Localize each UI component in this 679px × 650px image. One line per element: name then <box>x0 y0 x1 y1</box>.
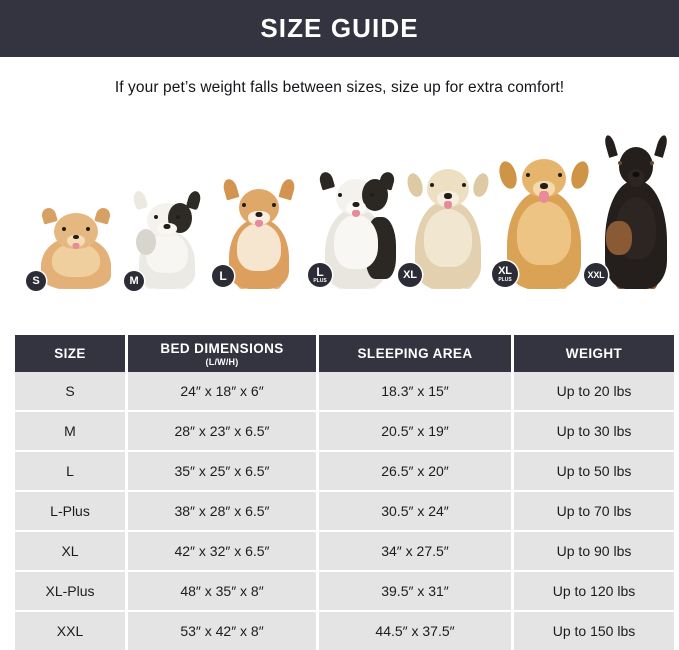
cell-weight: Up to 30 lbs <box>514 412 674 452</box>
size-badge-xl: XL <box>398 263 422 287</box>
table-row: L-Plus 38″ x 28″ x 6.5″ 30.5″ x 24″ Up t… <box>15 492 674 532</box>
cell-weight: Up to 90 lbs <box>514 532 674 572</box>
header-banner: SIZE GUIDE <box>0 0 679 57</box>
size-badge-xl-plus: XL PLUS <box>492 261 518 287</box>
cell-bed-dimensions: 35″ x 25″ x 6.5″ <box>128 452 319 492</box>
cell-bed-dimensions: 42″ x 32″ x 6.5″ <box>128 532 319 572</box>
cell-sleeping-area: 26.5″ x 20″ <box>319 452 514 492</box>
table-row: XL 42″ x 32″ x 6.5″ 34″ x 27.5″ Up to 90… <box>15 532 674 572</box>
cell-bed-dimensions: 28″ x 23″ x 6.5″ <box>128 412 319 452</box>
size-badge-s: S <box>26 271 46 291</box>
dog-figure-s: S <box>26 206 122 291</box>
cell-weight: Up to 120 lbs <box>514 572 674 612</box>
column-header-sublabel: (L/W/H) <box>205 356 239 367</box>
cell-weight: Up to 50 lbs <box>514 452 674 492</box>
cell-weight: Up to 150 lbs <box>514 612 674 650</box>
cell-sleeping-area: 18.3″ x 15″ <box>319 372 514 412</box>
badge-main-label: L <box>219 269 227 283</box>
badge-main-label: L <box>316 265 324 279</box>
cell-size: XL <box>15 532 128 572</box>
badge-main-label: XL <box>403 268 417 281</box>
cell-bed-dimensions: 38″ x 28″ x 6.5″ <box>128 492 319 532</box>
cell-bed-dimensions: 53″ x 42″ x 8″ <box>128 612 319 650</box>
badge-main-label: S <box>32 274 40 287</box>
badge-sub-label: PLUS <box>313 278 327 284</box>
size-guide-table: SIZE BED DIMENSIONS (L/W/H) SLEEPING ARE… <box>15 335 674 650</box>
table-row: XXL 53″ x 42″ x 8″ 44.5″ x 37.5″ Up to 1… <box>15 612 674 650</box>
cell-sleeping-area: 34″ x 27.5″ <box>319 532 514 572</box>
table-header-row: SIZE BED DIMENSIONS (L/W/H) SLEEPING ARE… <box>15 335 674 372</box>
column-header-label: WEIGHT <box>565 346 623 361</box>
column-header-label: BED DIMENSIONS <box>160 340 284 356</box>
cell-size: L-Plus <box>15 492 128 532</box>
cell-size: S <box>15 372 128 412</box>
cell-weight: Up to 20 lbs <box>514 372 674 412</box>
table-row: S 24″ x 18″ x 6″ 18.3″ x 15″ Up to 20 lb… <box>15 372 674 412</box>
cell-bed-dimensions: 24″ x 18″ x 6″ <box>128 372 319 412</box>
cell-sleeping-area: 30.5″ x 24″ <box>319 492 514 532</box>
dog-figure-l-plus: L PLUS <box>308 163 404 289</box>
size-badge-m: M <box>124 271 144 291</box>
badge-sub-label: PLUS <box>498 276 512 283</box>
table-row: L 35″ x 25″ x 6.5″ 26.5″ x 20″ Up to 50 … <box>15 452 674 492</box>
size-badge-l: L <box>212 265 234 287</box>
cell-bed-dimensions: 48″ x 35″ x 8″ <box>128 572 319 612</box>
dog-figure-xl-plus: XL PLUS <box>492 141 596 289</box>
dog-figure-m: M <box>124 189 210 291</box>
subtitle-container: If your pet’s weight falls between sizes… <box>0 57 679 119</box>
cell-size: XL-Plus <box>15 572 128 612</box>
dog-lineup: S M <box>12 119 669 291</box>
cell-sleeping-area: 20.5″ x 19″ <box>319 412 514 452</box>
column-header-bed-dimensions: BED DIMENSIONS (L/W/H) <box>128 335 319 372</box>
column-header-label: SIZE <box>54 346 86 361</box>
table-body: S 24″ x 18″ x 6″ 18.3″ x 15″ Up to 20 lb… <box>15 372 674 650</box>
table-row: XL-Plus 48″ x 35″ x 8″ 39.5″ x 31″ Up to… <box>15 572 674 612</box>
dog-figure-xl: XL <box>398 153 498 289</box>
cell-size: L <box>15 452 128 492</box>
cell-weight: Up to 70 lbs <box>514 492 674 532</box>
column-header-weight: WEIGHT <box>514 335 674 372</box>
cell-sleeping-area: 39.5″ x 31″ <box>319 572 514 612</box>
dog-figure-xxl: XXL <box>584 133 679 289</box>
subtitle-text: If your pet’s weight falls between sizes… <box>114 79 565 96</box>
column-header-sleeping-area: SLEEPING AREA <box>319 335 514 372</box>
table-header: SIZE BED DIMENSIONS (L/W/H) SLEEPING ARE… <box>15 335 674 372</box>
badge-main-label: XXL <box>587 269 605 280</box>
cell-sleeping-area: 44.5″ x 37.5″ <box>319 612 514 650</box>
badge-main-label: M <box>129 274 139 287</box>
cell-size: XXL <box>15 612 128 650</box>
column-header-size: SIZE <box>15 335 128 372</box>
size-badge-xxl: XXL <box>584 263 608 287</box>
size-badge-l-plus: L PLUS <box>308 263 332 287</box>
cell-size: M <box>15 412 128 452</box>
page-title: SIZE GUIDE <box>260 13 419 43</box>
column-header-label: SLEEPING AREA <box>357 346 473 361</box>
badge-main-label: XL <box>498 264 512 277</box>
dog-figure-l: L <box>212 177 306 289</box>
table-row: M 28″ x 23″ x 6.5″ 20.5″ x 19″ Up to 30 … <box>15 412 674 452</box>
